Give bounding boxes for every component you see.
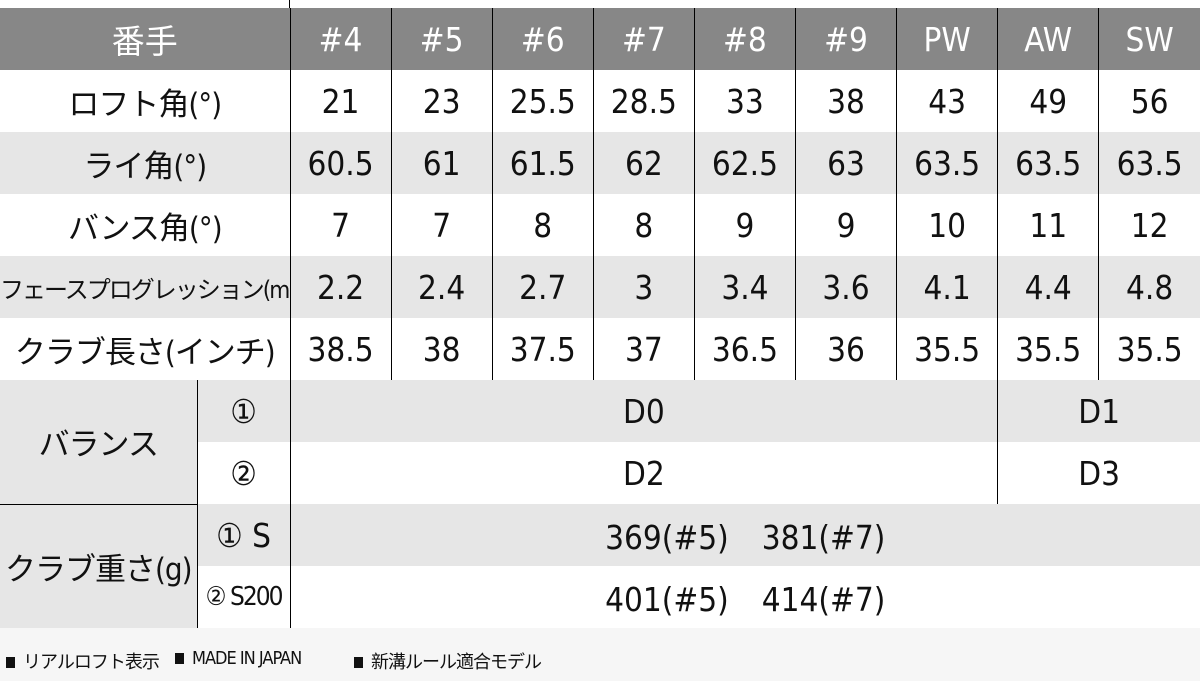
cell: 60.5	[289, 132, 392, 194]
cell: 4.8	[1098, 256, 1200, 318]
header-col: AW	[997, 8, 1099, 70]
header-col: #9	[794, 8, 897, 70]
cell: 36.5	[693, 318, 796, 380]
weight-value: 401(#5) 414(#7)	[289, 566, 1200, 628]
square-bullet-icon	[175, 653, 184, 664]
cell: 7	[289, 194, 392, 256]
cell: 2.4	[390, 256, 493, 318]
cell: 56	[1098, 70, 1200, 132]
header-col: #6	[491, 8, 594, 70]
footer-note: 新溝ルール適合モデル	[354, 648, 542, 674]
balance-label: バランス	[0, 380, 198, 504]
cell: 63	[794, 132, 897, 194]
weight-key: ② S200	[196, 566, 291, 628]
balance-key: ①	[196, 380, 291, 442]
cell: 7	[390, 194, 493, 256]
cell: 12	[1098, 194, 1200, 256]
balance-wedges: D1	[997, 380, 1200, 442]
cell: 49	[997, 70, 1099, 132]
cell: 63.5	[1098, 132, 1200, 194]
cell: 8	[592, 194, 695, 256]
weight-value: 369(#5) 381(#7)	[289, 504, 1200, 566]
cell: 38	[794, 70, 897, 132]
cell: 33	[693, 70, 796, 132]
square-bullet-icon	[354, 657, 363, 668]
cell: 37	[592, 318, 695, 380]
cell: 62.5	[693, 132, 796, 194]
row-label: クラブ長さ(インチ)	[0, 318, 291, 380]
row-weight-1: クラブ重さ(g) ① S 369(#5) 381(#7)	[0, 503, 1200, 628]
row-length: クラブ長さ(インチ) 38.5 38 37.5 37 36.5 36 35.5 …	[0, 318, 1200, 380]
cell: 3	[592, 256, 695, 318]
row-label: ライ角(°)	[0, 132, 291, 194]
cell: 38.5	[289, 318, 392, 380]
cell: 38	[390, 318, 493, 380]
balance-irons: D2	[289, 442, 998, 504]
row-weight-2: ② S200 401(#5) 414(#7)	[0, 566, 1200, 628]
cell: 35.5	[997, 318, 1099, 380]
cell: 3.4	[693, 256, 796, 318]
balance-wedges: D3	[997, 442, 1200, 504]
cell: 35.5	[896, 318, 998, 380]
cell: 25.5	[491, 70, 594, 132]
balance-key: ②	[196, 442, 291, 504]
cell: 43	[896, 70, 998, 132]
cell: 2.7	[491, 256, 594, 318]
cell: 11	[997, 194, 1099, 256]
header-col: #8	[693, 8, 796, 70]
row-balance-1: バランス ① D0 D1	[0, 380, 1200, 504]
cell: 37.5	[491, 318, 594, 380]
cell: 63.5	[997, 132, 1099, 194]
square-bullet-icon	[6, 657, 15, 668]
cell: 9	[693, 194, 796, 256]
header-label: 番手	[0, 8, 291, 70]
cell: 61	[390, 132, 493, 194]
cell: 2.2	[289, 256, 392, 318]
spec-table: 番手 #4 #5 #6 #7 #8 #9 PW AW SW ロフト角(°) 21…	[0, 8, 1200, 628]
cell: 4.1	[896, 256, 998, 318]
balance-irons: D0	[289, 380, 998, 442]
row-lie: ライ角(°) 60.5 61 61.5 62 62.5 63 63.5 63.5…	[0, 132, 1200, 194]
row-label: フェースプログレッション(mm)	[0, 256, 291, 318]
header-col: SW	[1098, 8, 1200, 70]
row-label: バンス角(°)	[0, 194, 291, 256]
cell: 62	[592, 132, 695, 194]
cell: 3.6	[794, 256, 897, 318]
cell: 36	[794, 318, 897, 380]
cell: 61.5	[491, 132, 594, 194]
cell: 28.5	[592, 70, 695, 132]
row-loft: ロフト角(°) 21 23 25.5 28.5 33 38 43 49 56	[0, 70, 1200, 132]
cell: 21	[289, 70, 392, 132]
header-col: #4	[289, 8, 392, 70]
weight-label: クラブ重さ(g)	[0, 503, 198, 628]
footer-note: リアルロフト表示	[6, 648, 160, 674]
row-label: ロフト角(°)	[0, 70, 291, 132]
header-col: PW	[896, 8, 998, 70]
cell: 10	[896, 194, 998, 256]
row-balance-2: ② D2 D3	[0, 442, 1200, 504]
row-bounce: バンス角(°) 7 7 8 8 9 9 10 11 12	[0, 194, 1200, 256]
cell: 23	[390, 70, 493, 132]
header-row: 番手 #4 #5 #6 #7 #8 #9 PW AW SW	[0, 8, 1200, 70]
cell: 8	[491, 194, 594, 256]
cell: 9	[794, 194, 897, 256]
cell: 4.4	[997, 256, 1099, 318]
header-col: #7	[592, 8, 695, 70]
header-col: #5	[390, 8, 493, 70]
top-gap	[0, 0, 1200, 8]
cell: 35.5	[1098, 318, 1200, 380]
cell: 63.5	[896, 132, 998, 194]
footer-notes: リアルロフト表示 MADE IN JAPAN 新溝ルール適合モデル	[0, 628, 1200, 681]
footer-note: MADE IN JAPAN	[175, 648, 302, 669]
row-face-progression: フェースプログレッション(mm) 2.2 2.4 2.7 3 3.4 3.6 4…	[0, 256, 1200, 318]
weight-key: ① S	[196, 504, 291, 566]
